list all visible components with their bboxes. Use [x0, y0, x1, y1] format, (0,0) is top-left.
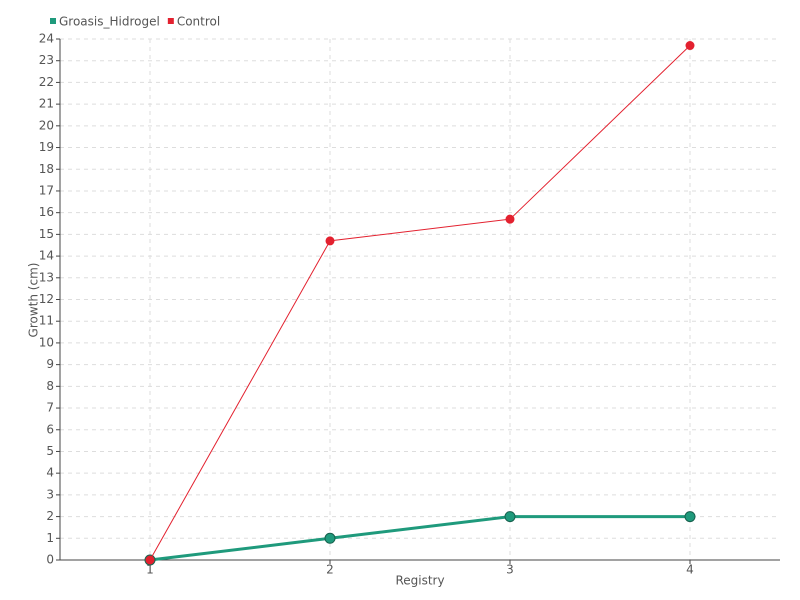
y-tick-label: 13	[39, 270, 54, 284]
y-tick-label: 21	[39, 97, 54, 111]
data-point	[504, 511, 516, 523]
y-tick-label: 1	[46, 531, 54, 545]
y-tick-label: 16	[39, 205, 54, 219]
legend-swatch	[50, 18, 56, 24]
y-tick-label: 22	[39, 75, 54, 89]
y-tick-label: 9	[46, 357, 54, 371]
y-tick-label: 5	[46, 444, 54, 458]
y-tick-label: 14	[39, 249, 54, 263]
data-point	[324, 532, 336, 544]
legend-label: Groasis_Hidrogel	[59, 15, 160, 29]
series-line	[149, 45, 691, 561]
x-axis-label: Registry	[395, 574, 444, 588]
y-tick-label: 24	[39, 32, 54, 46]
data-point	[505, 214, 515, 224]
y-tick-label: 17	[39, 183, 54, 197]
legend-swatch	[167, 18, 174, 24]
y-tick-label: 20	[39, 118, 54, 132]
y-tick-label: 18	[39, 162, 54, 176]
y-tick-label: 11	[39, 314, 54, 328]
y-tick-label: 15	[39, 227, 54, 241]
y-tick-label: 19	[39, 140, 54, 154]
y-tick-label: 3	[46, 487, 54, 501]
y-tick-label: 0	[46, 553, 54, 567]
data-point	[145, 555, 155, 565]
y-tick-label: 4	[46, 466, 54, 480]
y-tick-label: 2	[46, 509, 54, 523]
data-point	[684, 511, 696, 523]
y-tick-label: 6	[46, 422, 54, 436]
y-tick-label: 12	[39, 292, 54, 306]
x-tick-label: 4	[686, 563, 694, 577]
x-tick-label: 1	[146, 563, 154, 577]
data-point	[325, 236, 335, 246]
y-tick-label: 10	[39, 335, 54, 349]
data-point	[685, 41, 695, 51]
x-tick-label: 3	[506, 563, 514, 577]
y-tick-label: 8	[46, 379, 54, 393]
y-tick-label: 7	[46, 401, 54, 415]
y-axis-label: Growth (cm)	[27, 263, 41, 338]
x-tick-label: 2	[326, 563, 334, 577]
legend-label: Control	[177, 15, 220, 29]
y-tick-label: 23	[39, 53, 54, 67]
series-line	[149, 515, 690, 562]
